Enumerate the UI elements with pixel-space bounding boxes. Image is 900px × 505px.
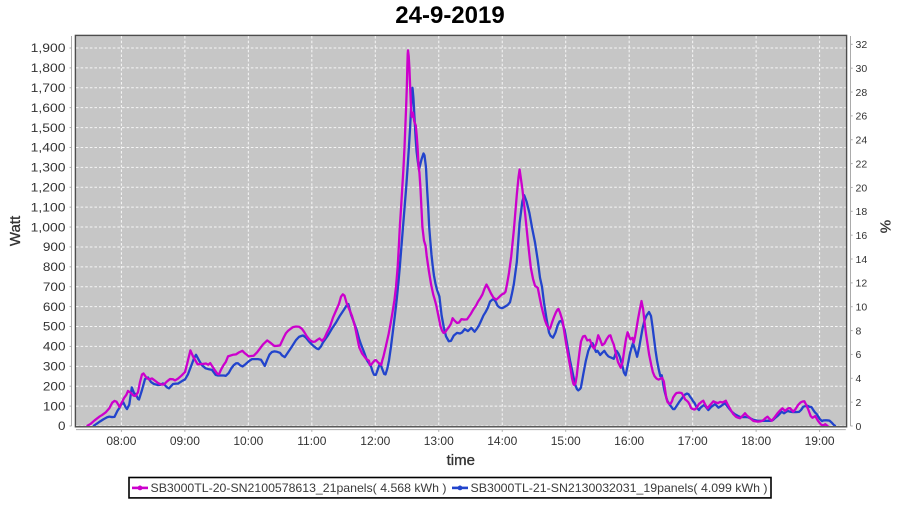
svg-text:16: 16 [856,230,868,242]
svg-text:12:00: 12:00 [360,434,390,448]
svg-text:SB3000TL-20-SN2100578613_21pan: SB3000TL-20-SN2100578613_21panels( 4.568… [151,481,447,495]
svg-text:400: 400 [43,340,66,354]
svg-text:300: 300 [43,360,66,374]
svg-text:14:00: 14:00 [487,434,517,448]
svg-text:600: 600 [43,300,66,314]
svg-text:time: time [447,452,475,469]
svg-text:14: 14 [856,254,868,266]
svg-text:200: 200 [43,379,66,393]
svg-text:16:00: 16:00 [614,434,644,448]
svg-text:1,100: 1,100 [31,200,66,214]
svg-text:1,800: 1,800 [31,61,66,75]
svg-text:18: 18 [856,206,868,218]
svg-text:1,000: 1,000 [31,220,66,234]
svg-text:22: 22 [856,158,868,170]
svg-text:24: 24 [856,135,868,147]
svg-text:Watt: Watt [7,215,24,246]
svg-text:1,300: 1,300 [31,161,66,175]
svg-text:SB3000TL-21-SN2130032031_19pan: SB3000TL-21-SN2130032031_19panels( 4.099… [471,481,768,495]
svg-text:26: 26 [856,111,868,123]
svg-text:11:00: 11:00 [297,434,326,448]
svg-text:700: 700 [43,280,66,294]
svg-text:15:00: 15:00 [551,434,581,448]
svg-text:08:00: 08:00 [106,434,136,448]
svg-text:28: 28 [856,87,868,99]
svg-text:1,900: 1,900 [31,41,66,55]
svg-text:1,700: 1,700 [31,81,66,95]
svg-text:24-9-2019: 24-9-2019 [395,2,504,29]
svg-text:100: 100 [43,399,66,413]
svg-text:800: 800 [43,260,66,274]
svg-text:8: 8 [856,325,862,337]
svg-text:13:00: 13:00 [424,434,454,448]
svg-text:%: % [877,220,894,233]
svg-text:500: 500 [43,320,66,334]
svg-text:19:00: 19:00 [805,434,835,448]
svg-text:1,500: 1,500 [31,121,66,135]
svg-text:900: 900 [43,240,66,254]
svg-text:10:00: 10:00 [233,434,263,448]
svg-text:09:00: 09:00 [170,434,200,448]
svg-text:10: 10 [856,302,868,314]
svg-text:30: 30 [856,63,868,75]
svg-text:18:00: 18:00 [741,434,771,448]
svg-text:4: 4 [856,373,862,385]
svg-text:12: 12 [856,278,868,290]
svg-text:1,600: 1,600 [31,101,66,115]
svg-text:0: 0 [856,421,862,433]
svg-text:2: 2 [856,397,862,409]
svg-text:6: 6 [856,349,862,361]
svg-text:1,400: 1,400 [31,141,66,155]
svg-text:17:00: 17:00 [678,434,708,448]
svg-text:1,200: 1,200 [31,180,66,194]
svg-text:32: 32 [856,39,868,51]
svg-text:0: 0 [58,419,66,433]
svg-text:20: 20 [856,182,868,194]
